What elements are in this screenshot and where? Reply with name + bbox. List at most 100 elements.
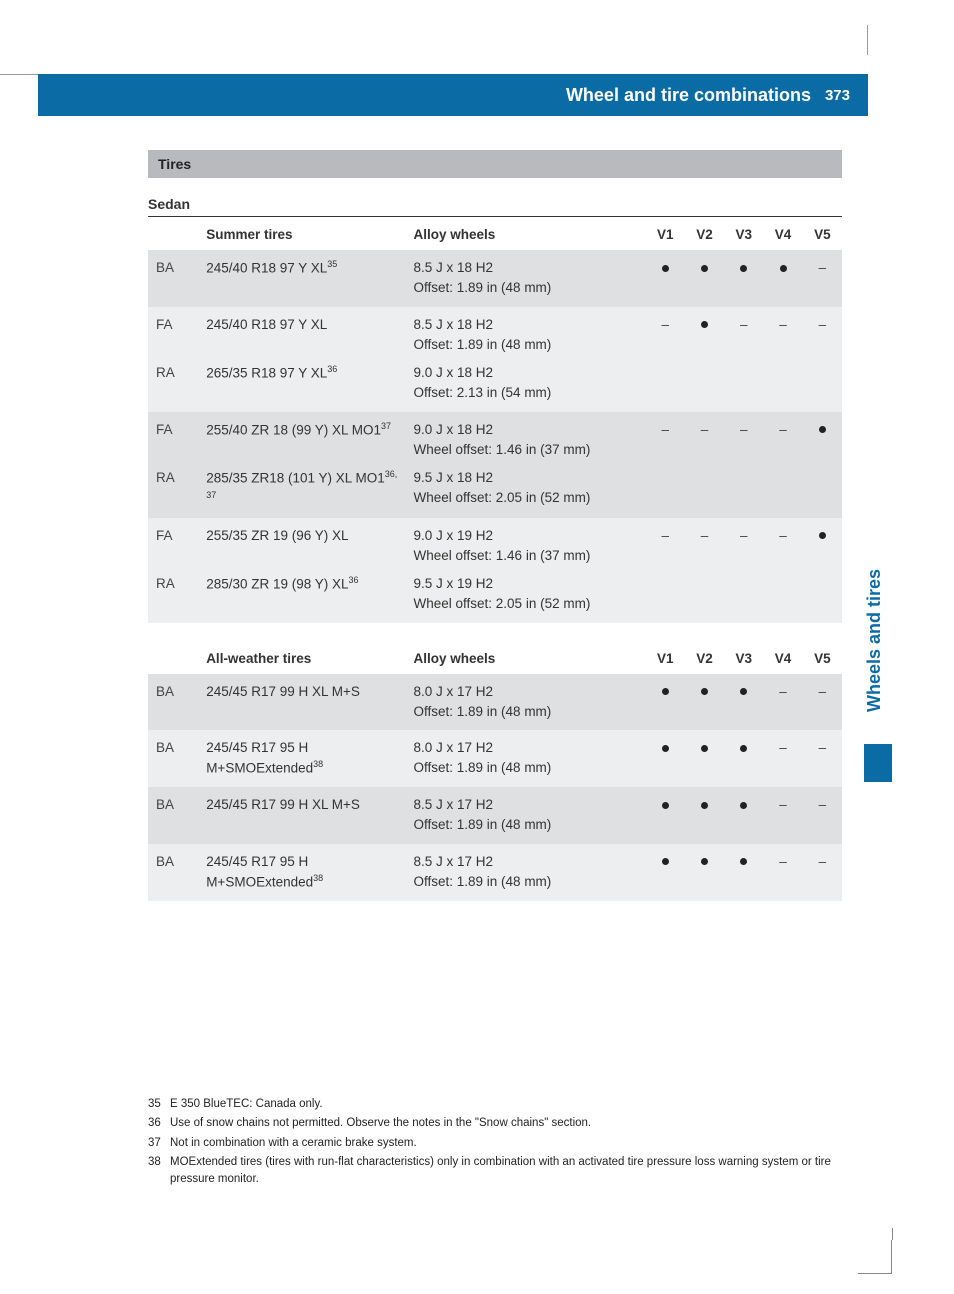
variant-cell (646, 674, 685, 731)
variant-cell (646, 250, 685, 307)
variant-cell (803, 412, 842, 518)
tire-cell: 285/35 ZR18 (101 Y) XL MO136, 37 (198, 468, 405, 518)
wheel-cell: 8.5 J x 17 H2Offset: 1.89 in (48 mm) (406, 844, 646, 901)
col-v2: V2 (685, 217, 724, 250)
wheel-cell: 9.0 J x 18 H2Offset: 2.13 in (54 mm) (406, 363, 646, 412)
table-row: FA255/35 ZR 19 (96 Y) XL9.0 J x 19 H2Whe… (148, 518, 842, 575)
col-wheels: Alloy wheels (406, 641, 646, 674)
variant-cell: – (763, 518, 802, 623)
table-row: FA255/40 ZR 18 (99 Y) XL MO1379.0 J x 18… (148, 412, 842, 469)
variant-cell: – (646, 518, 685, 623)
page-number: 373 (825, 87, 850, 104)
variant-cell (803, 518, 842, 623)
variant-cell (646, 787, 685, 844)
col-v2: V2 (685, 641, 724, 674)
variant-cell: – (646, 412, 685, 518)
axle-cell: BA (148, 674, 198, 731)
wheel-cell: 8.0 J x 17 H2Offset: 1.89 in (48 mm) (406, 674, 646, 731)
table-row: BA245/40 R18 97 Y XL358.5 J x 18 H2Offse… (148, 250, 842, 307)
variant-cell: – (803, 307, 842, 412)
crop-mark-corner (858, 1240, 892, 1274)
table-header-row: All-weather tiresAlloy wheelsV1V2V3V4V5 (148, 641, 842, 674)
variant-cell: – (724, 307, 763, 412)
section-sedan-head: Sedan (148, 196, 842, 217)
variant-cell: – (803, 250, 842, 307)
footnote: 37Not in combination with a ceramic brak… (148, 1135, 842, 1152)
wheel-cell: 8.5 J x 18 H2Offset: 1.89 in (48 mm) (406, 307, 646, 364)
footnote-text: Use of snow chains not permitted. Observ… (170, 1115, 591, 1132)
wheel-cell: 8.0 J x 17 H2Offset: 1.89 in (48 mm) (406, 730, 646, 787)
footnote-text: E 350 BlueTEC: Canada only. (170, 1096, 323, 1113)
variant-cell: – (803, 730, 842, 787)
table-row: BA245/45 R17 95 H M+SMOExtended388.0 J x… (148, 730, 842, 787)
tire-cell: 265/35 R18 97 Y XL36 (198, 363, 405, 412)
table-row: BA245/45 R17 95 H M+SMOExtended388.5 J x… (148, 844, 842, 901)
axle-cell: BA (148, 787, 198, 844)
thumb-tab: Wheels and tires (864, 540, 890, 800)
section-tires-head: Tires (148, 150, 842, 178)
table-row: BA245/45 R17 99 H XL M+S8.0 J x 17 H2Off… (148, 674, 842, 731)
axle-cell: RA (148, 574, 198, 623)
variant-cell (763, 250, 802, 307)
col-v5: V5 (803, 641, 842, 674)
variant-cell (724, 844, 763, 901)
tire-cell: 245/45 R17 99 H XL M+S (198, 787, 405, 844)
table-header-row: Summer tiresAlloy wheelsV1V2V3V4V5 (148, 217, 842, 250)
variant-cell: – (763, 412, 802, 518)
variant-cell: – (803, 844, 842, 901)
table-row: FA245/40 R18 97 Y XL8.5 J x 18 H2Offset:… (148, 307, 842, 364)
axle-cell: FA (148, 307, 198, 364)
variant-cell: – (646, 307, 685, 412)
crop-mark-top (867, 25, 878, 55)
axle-cell: BA (148, 250, 198, 307)
col-tires: Summer tires (198, 217, 405, 250)
variant-cell (685, 730, 724, 787)
variant-cell (685, 787, 724, 844)
variant-cell: – (763, 844, 802, 901)
variant-cell: – (685, 412, 724, 518)
col-v4: V4 (763, 217, 802, 250)
footnote: 35E 350 BlueTEC: Canada only. (148, 1096, 842, 1113)
variant-cell: – (724, 518, 763, 623)
variant-cell: – (763, 730, 802, 787)
axle-cell: RA (148, 363, 198, 412)
tire-cell: 255/40 ZR 18 (99 Y) XL MO137 (198, 412, 405, 469)
variant-cell (685, 844, 724, 901)
tire-cell: 285/30 ZR 19 (98 Y) XL36 (198, 574, 405, 623)
tire-cell: 245/40 R18 97 Y XL35 (198, 250, 405, 307)
footnote-number: 38 (148, 1154, 170, 1189)
footnote-text: MOExtended tires (tires with run-flat ch… (170, 1154, 842, 1189)
variant-cell: – (763, 674, 802, 731)
wheel-cell: 9.5 J x 19 H2Wheel offset: 2.05 in (52 m… (406, 574, 646, 623)
table-row: BA245/45 R17 99 H XL M+S8.5 J x 17 H2Off… (148, 787, 842, 844)
variant-cell (685, 250, 724, 307)
footnote: 36Use of snow chains not permitted. Obse… (148, 1115, 842, 1132)
summer-tires-table: Summer tiresAlloy wheelsV1V2V3V4V5BA245/… (148, 217, 842, 623)
footnote-number: 36 (148, 1115, 170, 1132)
footnote: 38MOExtended tires (tires with run-flat … (148, 1154, 842, 1189)
allweather-tires-table: All-weather tiresAlloy wheelsV1V2V3V4V5B… (148, 641, 842, 901)
variant-cell (646, 730, 685, 787)
tire-cell: 245/40 R18 97 Y XL (198, 307, 405, 364)
wheel-cell: 9.5 J x 18 H2Wheel offset: 2.05 in (52 m… (406, 468, 646, 518)
thumb-tab-label: Wheels and tires (864, 540, 890, 740)
variant-cell: – (763, 787, 802, 844)
wheel-cell: 9.0 J x 19 H2Wheel offset: 1.46 in (37 m… (406, 518, 646, 575)
variant-cell (724, 730, 763, 787)
col-v1: V1 (646, 217, 685, 250)
col-v3: V3 (724, 641, 763, 674)
axle-cell: BA (148, 730, 198, 787)
footnote-text: Not in combination with a ceramic brake … (170, 1135, 417, 1152)
footnote-number: 35 (148, 1096, 170, 1113)
tire-cell: 245/45 R17 99 H XL M+S (198, 674, 405, 731)
variant-cell (724, 674, 763, 731)
tire-cell: 245/45 R17 95 H M+SMOExtended38 (198, 730, 405, 787)
footnotes: 35E 350 BlueTEC: Canada only.36Use of sn… (148, 1096, 842, 1190)
wheel-cell: 8.5 J x 18 H2Offset: 1.89 in (48 mm) (406, 250, 646, 307)
variant-cell (724, 250, 763, 307)
variant-cell: – (803, 674, 842, 731)
col-tires: All-weather tires (198, 641, 405, 674)
wheel-cell: 9.0 J x 18 H2Wheel offset: 1.46 in (37 m… (406, 412, 646, 469)
page-title: Wheel and tire combinations (566, 85, 811, 106)
variant-cell (646, 844, 685, 901)
